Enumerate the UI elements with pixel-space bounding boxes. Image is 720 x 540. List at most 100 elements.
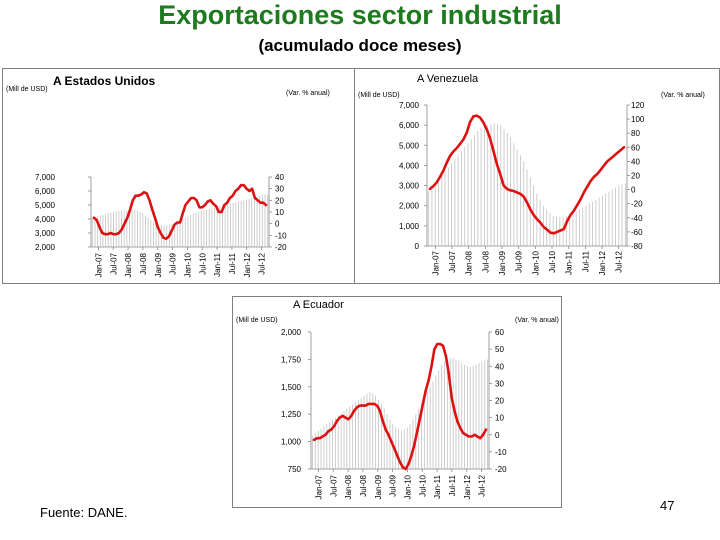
right-tick-label-usa: -20 [275,243,287,252]
left-tick-label-venezuela: 0 [415,242,420,251]
left-tick-label-ecuador: 2,000 [281,328,302,337]
left-tick-label-venezuela: 5,000 [399,141,420,150]
chart-plot-ecuador: 2,000 1,750 1,500 1,250 1,000 750 60 50 40 30 20 10… [281,328,507,499]
right-tick-label-ecuador: 40 [495,362,504,371]
chart-panel-venezuela: A Venezuela (Mill de USD) (Var. % anual)… [354,68,720,284]
chart-title-usa: A Estados Unidos [53,74,156,88]
left-unit-venezuela: (Mill de USD) [358,92,400,99]
x-tick-label-venezuela: Jul-08 [481,250,490,272]
right-tick-label-usa: -10 [275,231,287,240]
left-tick-label-usa: 5,000 [35,201,56,210]
chart-title-ecuador: A Ecuador [293,299,344,311]
x-tick-label-usa: Jan-09 [154,252,163,277]
x-tick-label-ecuador: Jan-08 [344,474,353,499]
x-tick-label-venezuela: Jan-09 [498,250,507,275]
x-tick-label-usa: Jul-07 [109,252,118,274]
x-tick-label-venezuela: Jan-11 [565,250,574,274]
page-number: 47 [660,498,675,513]
right-tick-label-venezuela: 40 [631,157,640,166]
x-tick-label-venezuela: Jul-11 [581,250,590,272]
left-tick-label-venezuela: 1,000 [399,222,420,231]
right-tick-label-venezuela: -80 [631,242,643,251]
x-tick-label-usa: Jan-07 [94,252,103,277]
chart-panel-ecuador: A Ecuador (Mill de USD) (Var. % anual) 2… [232,296,562,508]
x-tick-label-usa: Jan-11 [213,252,222,276]
left-tick-label-ecuador: 1,750 [281,355,302,364]
x-tick-label-venezuela: Jan-07 [431,250,440,275]
left-tick-label-venezuela: 7,000 [399,101,420,110]
x-tick-label-ecuador: Jul-10 [418,474,427,496]
right-tick-label-usa: 40 [275,173,284,182]
right-tick-label-venezuela: 80 [631,129,640,138]
left-tick-label-ecuador: 1,250 [281,410,302,419]
x-tick-label-venezuela: Jul-09 [515,250,524,272]
left-tick-label-venezuela: 6,000 [399,121,420,130]
left-tick-label-usa: 4,000 [35,215,56,224]
left-unit-usa: (Mill de USD) [6,86,48,93]
x-tick-label-ecuador: Jul-09 [389,474,398,496]
x-tick-label-usa: Jul-12 [258,252,267,274]
x-tick-label-usa: Jul-11 [228,252,237,274]
chart-plot-usa: 7,000 6,000 5,000 4,000 3,000 2,000 40 30 20 10 0 -… [35,173,287,277]
x-tick-label-ecuador: Jan-07 [314,474,323,499]
x-tick-label-ecuador: Jan-12 [463,474,472,499]
right-tick-label-ecuador: -20 [495,465,507,474]
right-tick-label-usa: 20 [275,196,284,205]
right-tick-label-ecuador: 20 [495,397,504,406]
chart-panel-usa: A Estados Unidos (Mill de USD) (Var. % a… [2,68,356,284]
x-tick-label-usa: Jul-08 [139,252,148,274]
left-tick-label-usa: 2,000 [35,243,56,252]
left-tick-label-usa: 3,000 [35,229,56,238]
x-tick-label-usa: Jan-08 [124,252,133,277]
left-tick-label-venezuela: 3,000 [399,182,420,191]
left-tick-label-venezuela: 2,000 [399,202,420,211]
x-tick-label-ecuador: Jul-11 [448,474,457,496]
x-tick-label-venezuela: Jan-08 [465,250,474,275]
page-subtitle: (acumulado doce meses) [258,36,462,55]
right-tick-label-venezuela: 0 [631,186,636,195]
left-tick-label-ecuador: 750 [288,465,302,474]
right-tick-label-ecuador: 50 [495,345,504,354]
left-unit-ecuador: (Mill de USD) [236,317,278,324]
chart-plot-venezuela: 7,000 6,000 5,000 4,000 3,000 2,000 1,000 0 120 1… [399,101,645,275]
right-unit-ecuador: (Var. % anual) [515,317,559,324]
right-tick-label-venezuela: -20 [631,200,643,209]
series-line-venezuela [428,114,626,235]
left-tick-label-venezuela: 4,000 [399,161,420,170]
right-tick-label-venezuela: 60 [631,143,640,152]
x-tick-label-ecuador: Jan-10 [403,474,412,499]
x-tick-label-usa: Jul-10 [198,252,207,274]
x-tick-label-ecuador: Jul-12 [478,474,487,496]
right-tick-label-ecuador: -10 [495,448,507,457]
right-unit-venezuela: (Var. % anual) [661,92,705,99]
right-tick-label-ecuador: 10 [495,414,504,423]
right-tick-label-venezuela: -40 [631,214,643,223]
right-tick-label-venezuela: 20 [631,172,640,181]
right-unit-usa: (Var. % anual) [286,90,330,97]
right-tick-label-venezuela: -60 [631,228,643,237]
x-tick-label-venezuela: Jul-10 [548,250,557,272]
series-line-ecuador [312,342,488,471]
right-tick-label-ecuador: 60 [495,328,504,337]
x-tick-label-venezuela: Jul-12 [615,250,624,272]
right-tick-label-venezuela: 100 [631,115,645,124]
x-tick-label-venezuela: Jul-07 [448,250,457,272]
right-tick-label-usa: 10 [275,208,284,217]
x-tick-label-ecuador: Jan-09 [374,474,383,499]
x-tick-label-ecuador: Jul-08 [359,474,368,496]
x-tick-label-venezuela: Jan-10 [531,250,540,275]
x-tick-label-usa: Jul-09 [169,252,178,274]
series-line-usa [92,183,268,241]
right-tick-label-usa: 30 [275,185,284,194]
x-tick-label-venezuela: Jan-12 [598,250,607,275]
left-tick-label-usa: 6,000 [35,187,56,196]
source-note: Fuente: DANE. [40,505,128,520]
left-tick-label-ecuador: 1,000 [281,438,302,447]
page-title: Exportaciones sector industrial [158,0,562,30]
right-tick-label-usa: 0 [275,220,280,229]
right-tick-label-ecuador: 0 [495,431,500,440]
x-tick-label-ecuador: Jul-07 [329,474,338,496]
chart-title-venezuela: A Venezuela [417,73,479,85]
right-tick-label-venezuela: 120 [631,101,645,110]
left-tick-label-ecuador: 1,500 [281,383,302,392]
